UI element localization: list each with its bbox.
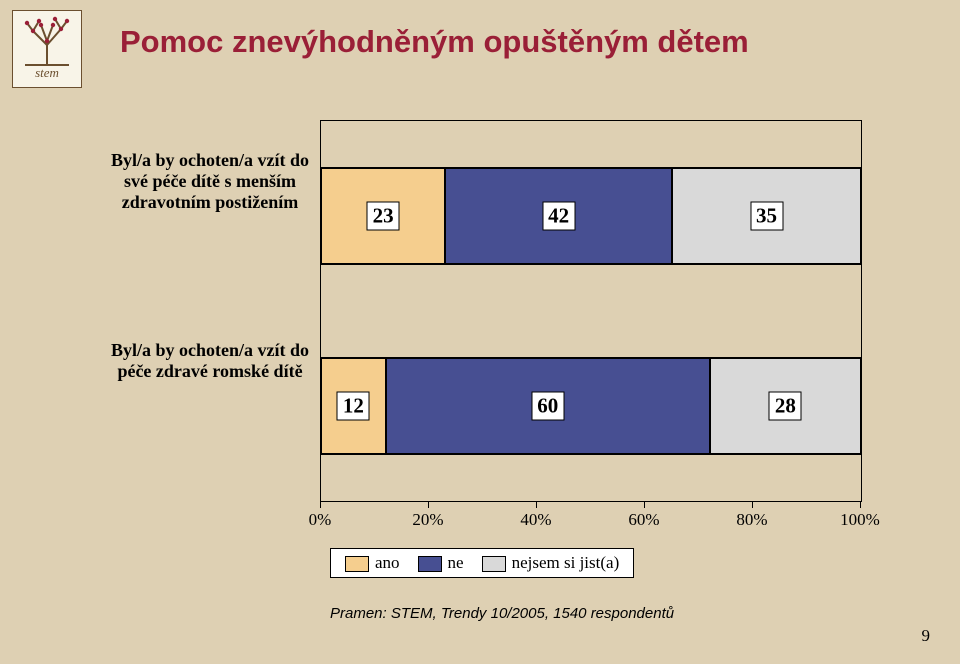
category-label-1: Byl/a by ochoten/a vzít do péče zdravé r…: [110, 340, 310, 382]
swatch-nejsem: [482, 556, 506, 572]
legend: ano ne nejsem si jist(a): [330, 548, 634, 578]
legend-item-ne: ne: [418, 553, 464, 573]
stacked-bar-chart: 23 42 35 12 60 28: [320, 120, 860, 520]
tick-mark: [860, 502, 861, 508]
tick-mark: [536, 502, 537, 508]
swatch-ano: [345, 556, 369, 572]
bar-row-1: 12 60 28: [321, 357, 861, 455]
bar-row-0: 23 42 35: [321, 167, 861, 265]
segment-value-nejsem: 35: [750, 202, 783, 231]
swatch-ne: [418, 556, 442, 572]
segment-value-ano: 23: [367, 202, 400, 231]
page-title: Pomoc znevýhodněným opuštěným dětem: [120, 24, 749, 60]
segment-value-ne: 42: [542, 202, 575, 231]
tick-mark: [428, 502, 429, 508]
tick-label: 0%: [309, 510, 332, 530]
plot-area: 23 42 35 12 60 28: [320, 120, 862, 502]
tick-label: 20%: [412, 510, 443, 530]
segment-value-ano: 12: [337, 392, 370, 421]
brand-name: stem: [35, 65, 59, 81]
tick-mark: [320, 502, 321, 508]
segment-value-ne: 60: [531, 392, 564, 421]
brand-logo: stem: [12, 10, 82, 88]
legend-item-ano: ano: [345, 553, 400, 573]
legend-item-nejsem: nejsem si jist(a): [482, 553, 620, 573]
tick-mark: [644, 502, 645, 508]
tick-mark: [752, 502, 753, 508]
segment-value-nejsem: 28: [769, 392, 802, 421]
tick-label: 100%: [840, 510, 880, 530]
tick-label: 60%: [628, 510, 659, 530]
page-number: 9: [922, 626, 931, 646]
tick-label: 40%: [520, 510, 551, 530]
category-label-0: Byl/a by ochoten/a vzít do své péče dítě…: [110, 150, 310, 213]
tick-label: 80%: [736, 510, 767, 530]
source-citation: Pramen: STEM, Trendy 10/2005, 1540 respo…: [330, 605, 674, 622]
